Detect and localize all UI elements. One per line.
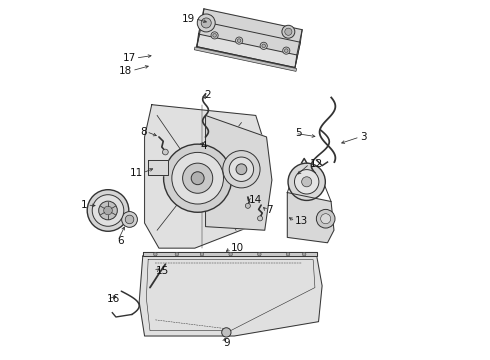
Circle shape [197, 14, 215, 32]
Circle shape [163, 149, 168, 155]
Text: 3: 3 [360, 132, 367, 142]
Text: 10: 10 [231, 243, 244, 253]
Circle shape [262, 44, 266, 48]
Text: 14: 14 [248, 195, 262, 205]
Circle shape [201, 18, 211, 28]
Circle shape [258, 252, 261, 256]
Polygon shape [143, 252, 317, 256]
Text: 6: 6 [118, 236, 124, 246]
Circle shape [285, 49, 288, 53]
Circle shape [104, 206, 112, 215]
Polygon shape [287, 193, 334, 243]
Text: 19: 19 [181, 14, 195, 24]
Circle shape [237, 39, 241, 42]
Text: 5: 5 [295, 129, 302, 138]
Circle shape [320, 214, 331, 224]
Polygon shape [148, 160, 168, 175]
Circle shape [302, 177, 312, 187]
Text: 11: 11 [129, 168, 143, 178]
Polygon shape [145, 105, 265, 248]
Polygon shape [205, 116, 272, 230]
Circle shape [92, 195, 124, 226]
Circle shape [223, 150, 260, 188]
Circle shape [285, 28, 292, 35]
Circle shape [172, 152, 223, 204]
Text: 2: 2 [204, 90, 210, 100]
Circle shape [153, 252, 157, 256]
Polygon shape [139, 256, 322, 336]
Circle shape [125, 215, 134, 224]
Text: 12: 12 [310, 159, 323, 169]
Circle shape [191, 172, 204, 185]
Text: 16: 16 [107, 294, 120, 304]
Circle shape [258, 216, 263, 221]
Polygon shape [197, 9, 204, 47]
Circle shape [236, 164, 247, 175]
Text: 18: 18 [119, 66, 132, 76]
Circle shape [288, 163, 325, 201]
Circle shape [213, 33, 217, 37]
Circle shape [245, 203, 250, 208]
Text: 4: 4 [200, 141, 207, 151]
Text: 15: 15 [155, 266, 169, 276]
Text: 13: 13 [295, 216, 309, 226]
Circle shape [87, 190, 129, 231]
Circle shape [183, 163, 213, 193]
Circle shape [260, 42, 267, 49]
Circle shape [283, 47, 290, 54]
Polygon shape [195, 47, 296, 71]
Polygon shape [198, 9, 302, 55]
Circle shape [211, 32, 218, 39]
Circle shape [317, 210, 335, 228]
Circle shape [164, 144, 232, 212]
Text: 1: 1 [80, 200, 87, 210]
Circle shape [98, 201, 117, 220]
Circle shape [282, 25, 295, 38]
Circle shape [122, 212, 137, 227]
Circle shape [286, 252, 290, 256]
Circle shape [200, 252, 204, 256]
Circle shape [175, 252, 179, 256]
Circle shape [221, 328, 231, 337]
Circle shape [302, 252, 306, 256]
Circle shape [229, 157, 254, 181]
Text: 17: 17 [122, 53, 136, 63]
Text: 7: 7 [267, 206, 273, 216]
Text: 8: 8 [140, 127, 147, 136]
Polygon shape [197, 21, 300, 68]
Circle shape [294, 170, 319, 194]
Text: 9: 9 [223, 338, 230, 348]
Circle shape [229, 252, 232, 256]
Circle shape [236, 37, 243, 44]
